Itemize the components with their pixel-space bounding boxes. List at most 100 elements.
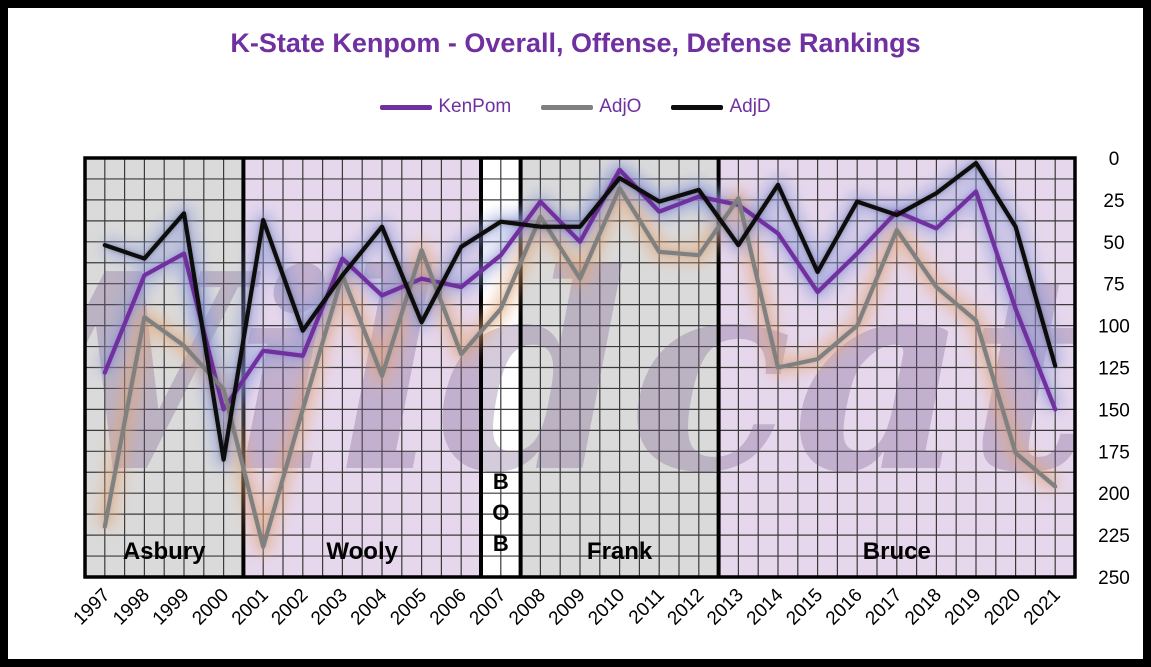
data-point-adjd	[816, 270, 820, 274]
data-point-kenpom	[855, 251, 859, 256]
legend-swatch-kenpom	[380, 104, 433, 110]
data-point-adjd	[697, 188, 701, 192]
legend-swatch-adjo	[541, 104, 594, 110]
x-tick-label: 2017	[862, 585, 907, 630]
data-point-kenpom	[142, 273, 146, 277]
data-point-adjo	[618, 186, 622, 190]
x-tick-label: 2005	[386, 585, 431, 630]
x-tick-label: 1997	[70, 585, 115, 630]
data-point-adjo	[261, 545, 265, 549]
y-tick-label: 50	[1103, 233, 1124, 254]
x-tick-label: 1998	[109, 585, 154, 630]
x-tick-label: 2008	[505, 585, 550, 630]
x-tick-label: 2020	[980, 585, 1025, 630]
x-tick-label: 2000	[188, 585, 233, 630]
data-point-kenpom	[974, 189, 978, 194]
data-point-kenpom	[222, 407, 226, 411]
data-point-kenpom	[578, 240, 582, 244]
data-point-kenpom	[776, 231, 780, 236]
data-point-adjo	[222, 387, 226, 391]
data-point-adjo	[420, 248, 424, 252]
data-point-adjd	[420, 320, 424, 324]
data-point-adjo	[697, 253, 701, 257]
x-tick-label: 2004	[347, 584, 392, 629]
plot-border	[83, 156, 1077, 579]
data-point-adjd	[499, 220, 503, 224]
x-tick-label: 2015	[782, 585, 827, 630]
data-point-adjo	[538, 215, 543, 219]
data-point-adjo	[142, 315, 146, 319]
era-label-letter: B	[493, 531, 509, 556]
data-point-adjo	[578, 277, 582, 281]
legend: KenPom AdjO AdjD	[0, 96, 1151, 118]
data-point-adjd	[974, 161, 978, 165]
era-label: Frank	[587, 538, 653, 565]
data-point-adjd	[222, 458, 226, 462]
data-point-kenpom	[340, 256, 344, 261]
data-point-adjd	[142, 256, 146, 261]
data-point-adjd	[301, 329, 305, 333]
data-point-adjo	[182, 344, 186, 348]
legend-item-adjo: AdjO	[541, 96, 641, 118]
y-tick-label: 75	[1103, 275, 1124, 296]
data-point-kenpom	[380, 293, 384, 298]
data-point-adjo	[1014, 451, 1018, 455]
data-point-kenpom	[1014, 307, 1018, 311]
data-point-adjd	[736, 243, 741, 247]
data-point-adjo	[657, 250, 661, 254]
data-point-adjo	[895, 228, 899, 232]
data-point-kenpom	[697, 194, 701, 199]
x-tick-label: 2009	[545, 585, 590, 630]
x-tick-label: 2011	[625, 585, 669, 629]
data-point-adjd	[459, 245, 463, 249]
x-tick-label: 2013	[703, 585, 748, 630]
data-point-adjd	[182, 211, 186, 215]
y-tick-label: 250	[1098, 568, 1130, 589]
data-point-adjd	[538, 225, 543, 229]
data-point-adjd	[103, 243, 107, 247]
legend-swatch-adjd	[671, 104, 724, 110]
legend-label-adjo: AdjO	[599, 96, 642, 117]
data-point-adjo	[459, 352, 463, 356]
x-tick-label: 2018	[901, 585, 946, 630]
data-point-adjo	[103, 525, 107, 529]
data-point-kenpom	[261, 349, 265, 353]
data-point-adjo	[380, 374, 384, 378]
data-point-adjo	[301, 407, 305, 411]
data-point-kenpom	[459, 285, 463, 289]
x-tick-label: 2012	[664, 585, 709, 630]
legend-item-adjd: AdjD	[671, 96, 771, 118]
y-tick-label: 100	[1098, 317, 1130, 338]
data-point-adjo	[855, 324, 859, 328]
era-label: Wooly	[326, 538, 398, 565]
x-tick-label: 2003	[307, 585, 352, 630]
y-tick-label: 25	[1103, 191, 1124, 212]
data-point-adjd	[934, 191, 939, 195]
x-tick-label: 2019	[941, 585, 986, 630]
era-label-letter: O	[492, 500, 509, 525]
x-tick-label: 2014	[743, 584, 788, 629]
data-point-kenpom	[1053, 407, 1057, 411]
legend-label-adjd: AdjD	[729, 96, 771, 117]
data-point-adjo	[816, 357, 820, 361]
x-tick-label: 2021	[1020, 585, 1065, 630]
legend-label-kenpom: KenPom	[438, 96, 512, 117]
data-point-adjd	[776, 183, 780, 187]
y-tick-label: 175	[1098, 442, 1130, 463]
x-tick-label: 2001	[228, 585, 273, 630]
data-point-kenpom	[934, 226, 939, 230]
data-point-adjd	[1014, 225, 1018, 229]
data-point-kenpom	[499, 253, 503, 257]
y-tick-label: 150	[1098, 400, 1130, 421]
y-tick-label: 125	[1098, 359, 1130, 380]
x-tick-label: 2016	[822, 585, 867, 630]
data-point-adjd	[261, 218, 265, 222]
data-point-adjd	[657, 199, 661, 204]
data-point-kenpom	[816, 290, 820, 294]
data-point-kenpom	[182, 251, 186, 256]
era-label: Bruce	[863, 538, 931, 565]
y-tick-label: 200	[1098, 484, 1130, 505]
chart-title: K-State Kenpom - Overall, Offense, Defen…	[230, 28, 921, 58]
era-label: Asbury	[123, 538, 206, 565]
